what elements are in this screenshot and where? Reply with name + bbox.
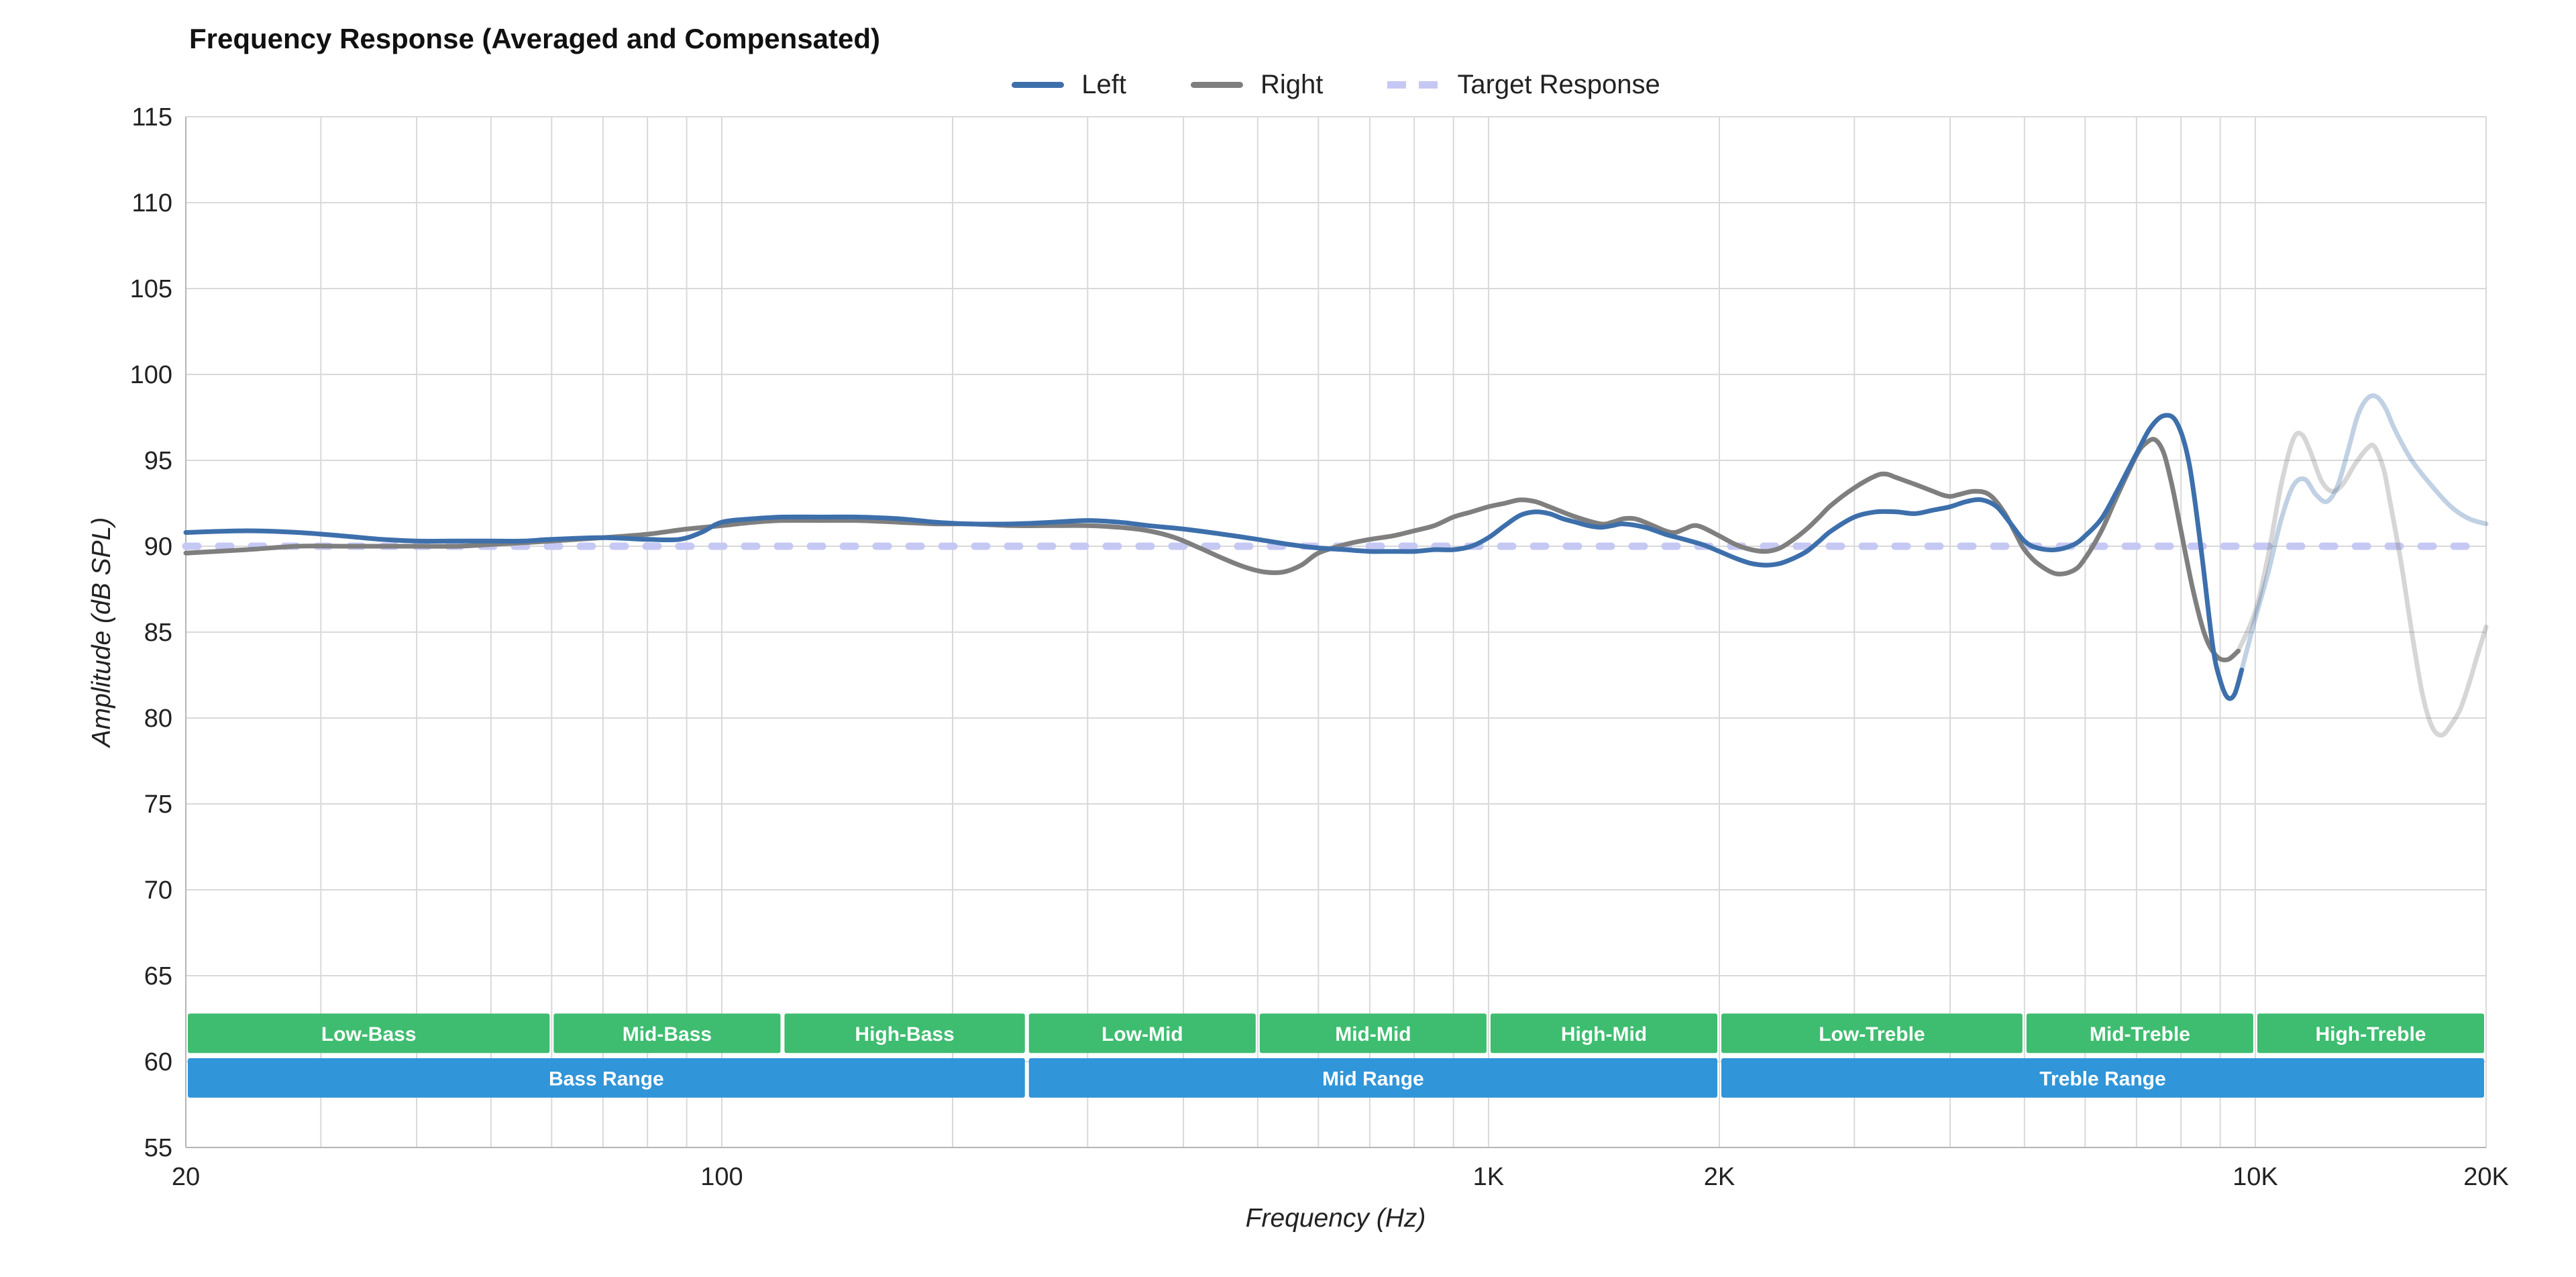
- series-right: [183, 436, 2241, 663]
- band-label: High-Bass: [855, 1023, 954, 1045]
- band-label: High-Mid: [1561, 1023, 1647, 1045]
- band-low-bass: [188, 1013, 550, 1054]
- x-axis-title: Frequency (Hz): [1245, 1204, 1426, 1233]
- band-label: Bass Range: [549, 1068, 664, 1090]
- band-low-mid: [1028, 1013, 1256, 1054]
- band-mid-bass: [553, 1013, 781, 1054]
- y-tick-label: 60: [144, 1048, 172, 1076]
- band-label: Mid-Treble: [2090, 1023, 2190, 1045]
- y-axis-title: Amplitude (dB SPL): [87, 517, 116, 748]
- y-tick-label: 75: [144, 790, 172, 819]
- series-left-faded: [2239, 393, 2489, 672]
- band-label: Mid-Mid: [1335, 1023, 1411, 1045]
- band-label: High-Treble: [2315, 1023, 2426, 1045]
- band-label: Mid Range: [1322, 1068, 1424, 1090]
- x-tick-label: 20K: [2463, 1163, 2509, 1191]
- band-label: Low-Treble: [1819, 1023, 1925, 1045]
- band-label: Mid-Bass: [623, 1023, 712, 1045]
- y-tick-label: 80: [144, 705, 172, 733]
- target-response-line-swatch: [1387, 81, 1440, 89]
- y-tick-label: 85: [144, 619, 172, 647]
- band-label: Low-Mid: [1102, 1023, 1183, 1045]
- band-low-treble: [1721, 1013, 2023, 1054]
- x-tick-label: 1K: [1473, 1163, 1504, 1191]
- y-tick-label: 90: [144, 533, 172, 561]
- y-tick-label: 70: [144, 876, 172, 905]
- y-tick-label: 115: [131, 103, 172, 132]
- x-tick-label: 10K: [2233, 1163, 2278, 1191]
- band-treble-range: [1721, 1058, 2484, 1098]
- y-tick-label: 100: [130, 361, 172, 389]
- legend-item-left[interactable]: Left: [1012, 70, 1126, 100]
- legend-item-target-response[interactable]: Target Response: [1387, 70, 1660, 100]
- legend: Left Right Target Response: [186, 66, 2486, 103]
- legend-label-target-response: Target Response: [1457, 69, 1660, 99]
- band-high-treble: [2257, 1013, 2484, 1054]
- y-tick-label: 95: [144, 447, 172, 475]
- y-tick-label: 105: [130, 275, 172, 303]
- legend-item-right[interactable]: Right: [1190, 69, 1324, 100]
- band-mid-treble: [2026, 1013, 2253, 1054]
- x-tick-label: 2K: [1704, 1163, 1735, 1191]
- series-left: [183, 413, 2245, 701]
- right-line-swatch: [1190, 81, 1243, 88]
- band-mid-mid: [1259, 1013, 1487, 1054]
- y-tick-label: 110: [131, 189, 172, 217]
- band-bass-range: [188, 1058, 1025, 1098]
- band-mid-range: [1028, 1058, 1717, 1098]
- band-high-bass: [784, 1013, 1025, 1054]
- y-tick-label: 65: [144, 962, 172, 990]
- band-label: Low-Bass: [321, 1023, 417, 1045]
- band-high-mid: [1490, 1013, 1717, 1054]
- band-label: Treble Range: [2039, 1068, 2165, 1090]
- legend-label-right: Right: [1260, 69, 1324, 99]
- legend-label-left: Left: [1081, 69, 1126, 99]
- left-line-swatch: [1012, 81, 1065, 88]
- series-right-faded: [2236, 430, 2489, 738]
- x-tick-label: 100: [700, 1163, 743, 1191]
- x-tick-label: 20: [172, 1163, 200, 1191]
- chart-title: Frequency Response (Averaged and Compens…: [189, 23, 881, 54]
- y-tick-label: 55: [144, 1134, 172, 1162]
